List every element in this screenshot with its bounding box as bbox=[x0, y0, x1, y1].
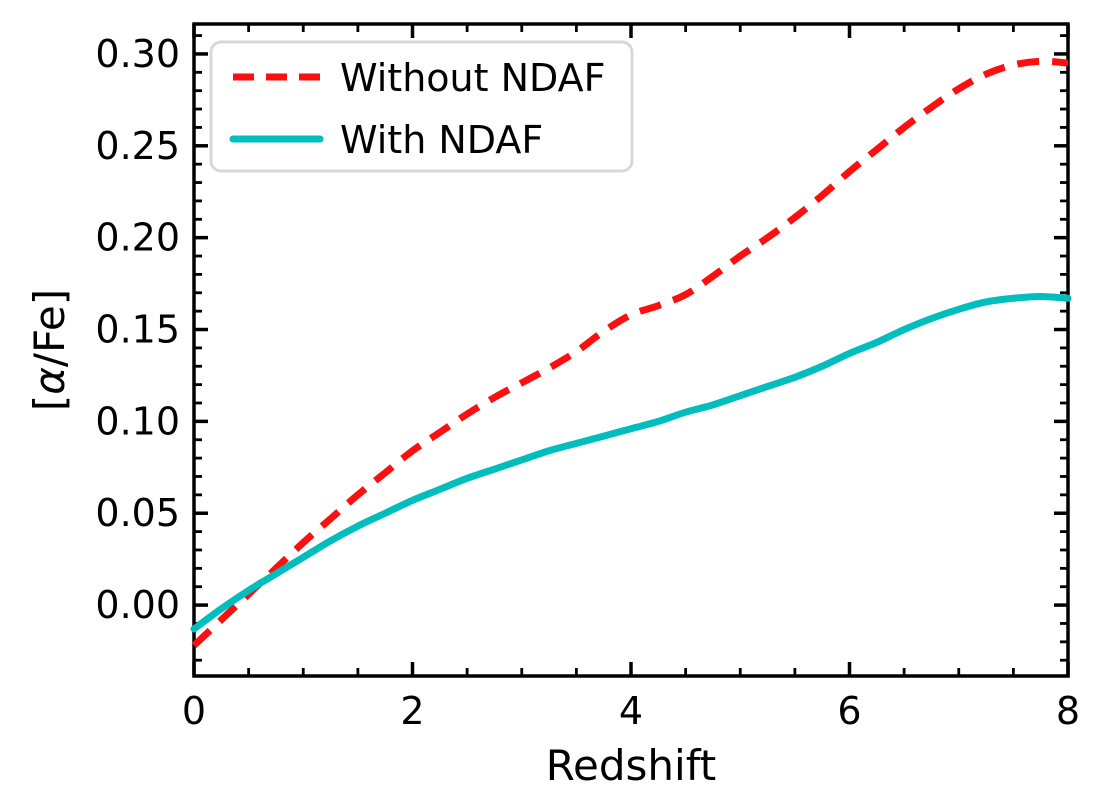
legend-label-with-ndaf: With NDAF bbox=[340, 118, 543, 162]
x-tick-label: 2 bbox=[400, 689, 424, 733]
y-tick-label: 0.10 bbox=[95, 399, 180, 443]
plot-area: 0 2 4 6 8 0.00 0.05 0.10 0.15 0.20 0.25 0.30 bbox=[95, 22, 1080, 733]
x-tick-label: 8 bbox=[1056, 689, 1080, 733]
y-axis-label: [α/Fe] bbox=[25, 289, 74, 411]
y-tick-label: 0.20 bbox=[95, 216, 180, 260]
x-tick-label: 6 bbox=[837, 689, 861, 733]
series-line-without-ndaf bbox=[191, 57, 1069, 649]
y-tick-label: 0.00 bbox=[95, 583, 180, 627]
legend-label-without-ndaf: Without NDAF bbox=[340, 56, 605, 100]
legend: Without NDAF With NDAF bbox=[209, 40, 634, 173]
x-axis-label: Redshift bbox=[546, 741, 716, 790]
y-tick-label: 0.15 bbox=[95, 308, 180, 352]
x-tick-label: 4 bbox=[619, 689, 643, 733]
y-tick-label: 0.05 bbox=[95, 491, 180, 535]
x-tick-label: 0 bbox=[182, 689, 206, 733]
y-tick-label: 0.30 bbox=[95, 32, 180, 76]
series-line-with-ndaf bbox=[190, 292, 1072, 633]
y-tick-label: 0.25 bbox=[95, 124, 180, 168]
